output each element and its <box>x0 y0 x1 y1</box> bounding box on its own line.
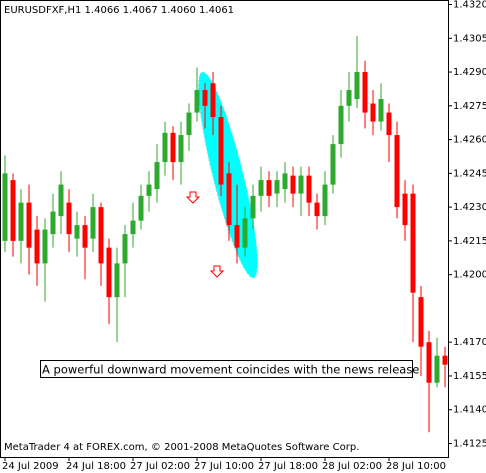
y-tick-label: 1.4170 <box>453 337 486 348</box>
y-tick-label: 1.4230 <box>453 202 486 213</box>
candle-body <box>82 225 88 248</box>
y-tick-label: 1.4155 <box>453 371 486 382</box>
candle-body <box>10 180 16 241</box>
candle-body <box>58 184 64 217</box>
x-tick-label: 24 Jul 18:00 <box>66 461 126 472</box>
candle-body <box>42 229 48 264</box>
y-tick-label: 1.4305 <box>453 33 486 44</box>
candle-body <box>90 207 96 239</box>
candle-body <box>98 207 104 264</box>
candle-body <box>426 342 432 383</box>
y-tick-label: 1.4290 <box>453 67 486 78</box>
candle-body <box>130 220 136 235</box>
candle-body <box>346 90 352 106</box>
candle-body <box>250 195 256 219</box>
y-tick-label: 1.4245 <box>453 168 486 179</box>
candle-body <box>154 162 160 190</box>
candle-body <box>354 72 360 100</box>
candle-body <box>298 175 304 194</box>
candle-body <box>242 218 248 248</box>
candle-body <box>226 173 232 226</box>
chart-title: EURUSDFXF,H1 1.4066 1.4067 1.4060 1.4061 <box>4 5 234 16</box>
annotation-box <box>40 360 413 378</box>
candle-body <box>410 193 416 293</box>
candle-body <box>138 195 144 221</box>
candle-body <box>266 180 272 196</box>
y-tick-label: 1.4125 <box>453 438 486 449</box>
candle-body <box>290 175 296 194</box>
candle-body <box>50 211 56 235</box>
candle-body <box>394 135 400 208</box>
candle-body <box>202 90 208 106</box>
y-tick-label: 1.4200 <box>453 270 486 281</box>
candle-body <box>26 202 32 248</box>
candle-body <box>282 173 288 190</box>
candle-body <box>338 105 344 145</box>
candle-body <box>66 202 72 235</box>
candle-body <box>418 297 424 347</box>
candle-body <box>274 180 280 194</box>
candle-body <box>362 72 368 113</box>
candle-body <box>106 247 112 298</box>
candle-body <box>402 193 408 226</box>
candle-body <box>218 117 224 185</box>
candle-body <box>314 202 320 217</box>
y-tick-label: 1.4320 <box>453 0 486 11</box>
footer: MetaTrader 4 at FOREX.com, © 2001-2008 M… <box>4 442 359 453</box>
candle-body <box>258 180 264 196</box>
x-tick-label: 27 Jul 02:00 <box>130 461 190 472</box>
candle-body <box>306 175 312 203</box>
down-arrow <box>209 265 225 278</box>
candle-body <box>34 229 40 264</box>
candle-body <box>322 184 328 217</box>
candle-body <box>146 184 152 196</box>
x-tick-label: 28 Jul 10:00 <box>386 461 446 472</box>
y-tick-label: 1.4260 <box>453 135 486 146</box>
candle-body <box>234 225 240 248</box>
candle-body <box>2 173 8 241</box>
candle-body <box>162 132 168 163</box>
candle-body <box>178 135 184 163</box>
x-tick-label: 27 Jul 10:00 <box>194 461 254 472</box>
candle-body <box>370 103 376 122</box>
plot-frame <box>0 0 449 458</box>
candle-body <box>378 99 384 122</box>
candle-body <box>434 355 440 383</box>
down-arrow <box>185 191 201 204</box>
candle-body <box>74 225 80 239</box>
candle-body <box>122 234 128 264</box>
candle-body <box>330 144 336 185</box>
x-tick-label: 27 Jul 18:00 <box>258 461 318 472</box>
y-tick-label: 1.4275 <box>453 101 486 112</box>
candle-body <box>170 132 176 163</box>
candle-body <box>386 112 392 136</box>
candle-body <box>442 355 448 365</box>
candle-body <box>210 83 216 118</box>
candle-body <box>18 202 24 241</box>
annotation: A powerful downward movement coincides w… <box>42 363 419 377</box>
candle-body <box>114 263 120 298</box>
y-tick-label: 1.4215 <box>453 236 486 247</box>
x-tick-label: 24 Jul 2009 <box>2 461 59 472</box>
candle-body <box>194 90 200 113</box>
candle-body <box>186 112 192 136</box>
x-tick-label: 28 Jul 02:00 <box>322 461 382 472</box>
y-tick-label: 1.4140 <box>453 405 486 416</box>
